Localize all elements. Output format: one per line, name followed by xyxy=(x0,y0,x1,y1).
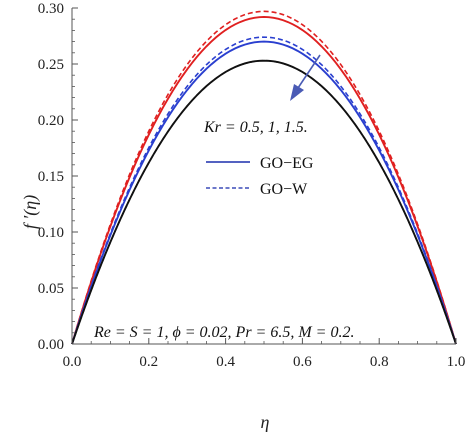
x-axis-label: η xyxy=(261,412,270,432)
series-line-kr1-go-eg xyxy=(71,40,457,345)
arrow-head xyxy=(290,84,304,101)
y-tick-label: 0.15 xyxy=(38,169,64,185)
x-tick-label: 0.8 xyxy=(370,354,389,370)
kr-arrow xyxy=(290,54,321,101)
series-line-kr0_5-go-w xyxy=(71,10,457,345)
y-tick-label: 0.00 xyxy=(38,337,64,353)
x-tick-label: 1.0 xyxy=(447,354,466,370)
arrow-shaft xyxy=(297,54,321,89)
y-tick-label: 0.05 xyxy=(38,281,64,297)
tick-layer: 0.0 0.2 0.4 0.6 0.8 1.0 0.00 0.05 0.10 0.15 0.20 0.… xyxy=(38,1,466,370)
legend-label-solid: GO−EG xyxy=(260,155,314,172)
x-tick-label: 0.2 xyxy=(139,354,158,370)
legend: GO−EG GO−W xyxy=(206,155,314,198)
series-line-kr1_5-go-w xyxy=(71,59,457,345)
y-tick-label: 0.25 xyxy=(38,57,64,73)
x-tick-label: 0.0 xyxy=(63,354,82,370)
parameter-annotation: Kr = 0.5, 1, 1.5. xyxy=(203,119,308,136)
y-axis-label: f ′(η) xyxy=(20,195,41,229)
x-tick-label: 0.6 xyxy=(293,354,312,370)
x-tick-label: 0.4 xyxy=(216,354,235,370)
series-layer xyxy=(71,10,457,345)
y-tick-label: 0.20 xyxy=(38,113,64,129)
legend-label-dashed: GO−W xyxy=(260,181,308,198)
fixed-params-annotation: Re = S = 1, ϕ = 0.02, Pr = 6.5, M = 0.2. xyxy=(93,324,354,341)
y-tick-label: 0.10 xyxy=(38,225,64,241)
series-line-kr0_5-go-eg xyxy=(71,16,457,345)
y-tick-label: 0.30 xyxy=(38,1,64,17)
series-line-kr1_5-go-eg xyxy=(71,59,457,345)
series-line-kr1-go-w xyxy=(71,36,457,345)
